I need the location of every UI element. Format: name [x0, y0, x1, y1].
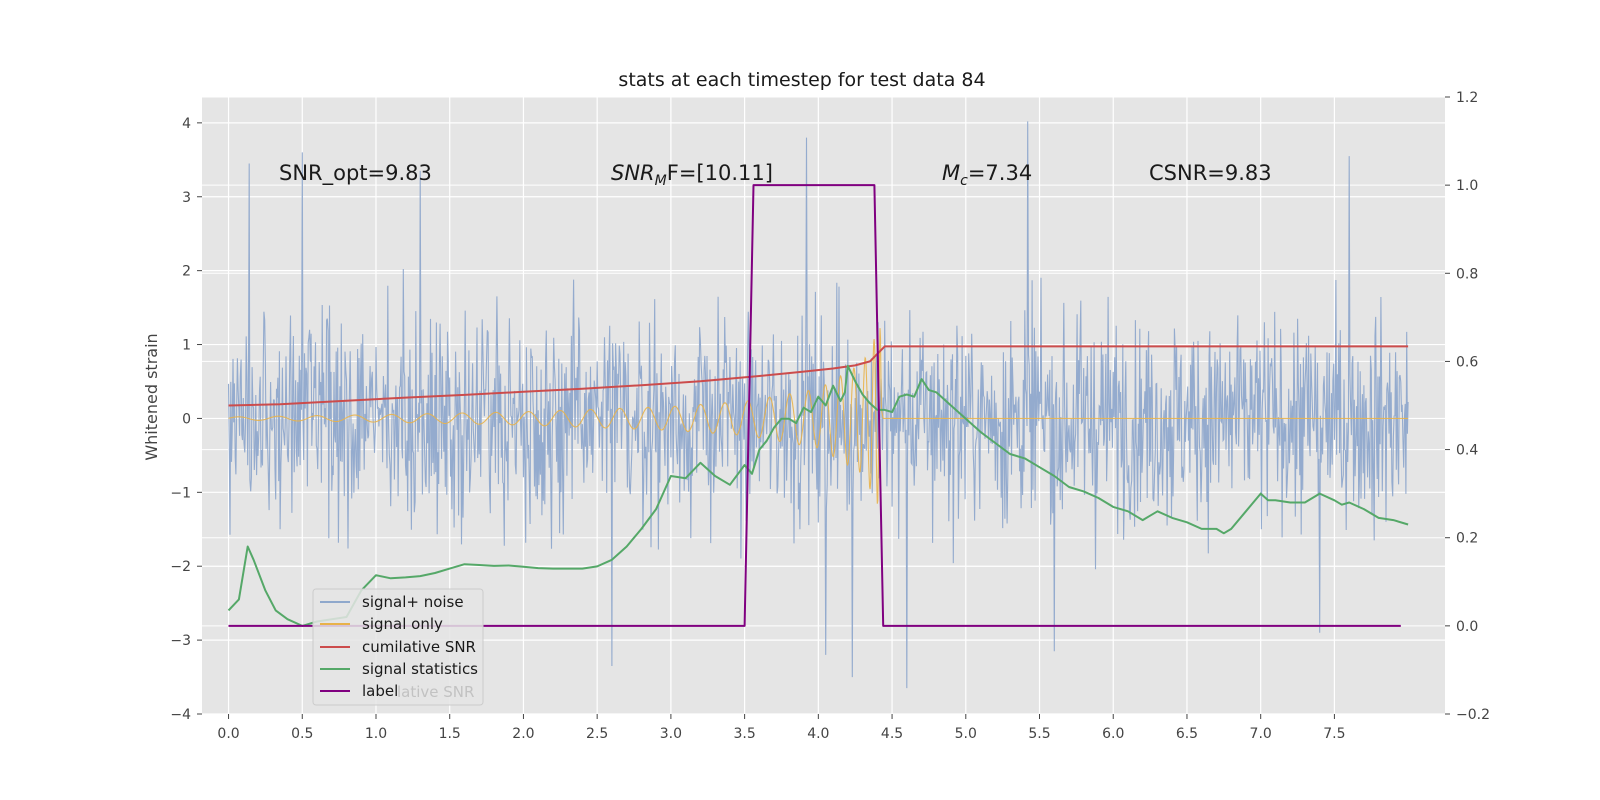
- legend-label-cumulative-snr: cumilative SNR: [362, 638, 476, 656]
- x-tick-label: 6.5: [1176, 726, 1198, 742]
- annotation-csnr: CSNR=9.83: [1149, 161, 1272, 185]
- legend-label-signal-only: signal only: [362, 615, 443, 633]
- y-left-tick-label: −1: [170, 485, 191, 501]
- x-tick-label: 5.0: [955, 726, 977, 742]
- annotation-snr-opt: SNR_opt=9.83: [279, 161, 432, 186]
- y-right-tick-label: 0.2: [1456, 531, 1478, 547]
- x-tick-label: 4.0: [807, 726, 829, 742]
- legend: lative SNR signal+ noise signal only cum…: [312, 588, 484, 706]
- x-tick-label: 1.5: [439, 726, 461, 742]
- x-tick-label: 5.5: [1028, 726, 1050, 742]
- series-signal-only: [228, 328, 1409, 504]
- annotation-snr-mf-sub: M: [655, 173, 667, 189]
- annotation-snr-mf-var: SNR: [611, 161, 655, 185]
- annotation-mc-var: M: [942, 161, 960, 185]
- cumulative-snr-line: [228, 345, 1409, 407]
- y-right-tick-label: 1.2: [1456, 90, 1478, 106]
- y-left-tick-label: 3: [182, 190, 191, 206]
- annotation-mc-sub: c: [960, 173, 968, 189]
- signal-only-line: [228, 328, 1409, 504]
- y-right-tick-label: 0.8: [1456, 266, 1478, 282]
- x-tick-label: 1.0: [365, 726, 387, 742]
- signal-statistics-line: [227, 364, 1409, 627]
- y-axis-left-ticks: 4 3 2 1 0 −1 −2 −3 −4: [170, 116, 202, 723]
- y-left-tick-label: 4: [182, 116, 191, 132]
- y-right-tick-label: 0.6: [1456, 354, 1478, 370]
- series-lines: [227, 184, 1409, 627]
- y-axis-label: Whitened strain: [142, 333, 161, 460]
- x-tick-label: 2.0: [512, 726, 534, 742]
- y-left-tick-label: −2: [170, 559, 191, 575]
- legend-label-signal-noise: signal+ noise: [362, 593, 464, 611]
- y-left-tick-label: −3: [170, 633, 191, 649]
- y-left-tick-label: 0: [182, 411, 191, 427]
- legend-label-label: label: [362, 682, 398, 700]
- annotation-mc: Mc=7.34: [942, 161, 1032, 189]
- signal-noise-line: [227, 121, 1409, 689]
- legend-ghost-text: lative SNR: [397, 683, 474, 701]
- x-tick-label: 2.5: [586, 726, 608, 742]
- y-left-tick-label: 2: [182, 264, 191, 280]
- y-right-tick-label: 0.0: [1456, 619, 1478, 635]
- y-left-tick-label: −4: [170, 707, 191, 723]
- x-tick-label: 7.0: [1250, 726, 1272, 742]
- y-right-tick-label: 0.4: [1456, 443, 1478, 459]
- chart-title: stats at each timestep for test data 84: [618, 69, 985, 91]
- y-right-tick-label: −0.2: [1456, 707, 1490, 723]
- series-signal-noise: [227, 121, 1409, 689]
- legend-box: [312, 588, 484, 706]
- x-axis-ticks: 0.0 0.5 1.0 1.5 2.0 2.5 3.0 3.5 4.0 4.5 5.0 5.5 6.0 6…: [217, 714, 1346, 742]
- x-tick-label: 3.0: [660, 726, 682, 742]
- x-tick-label: 7.5: [1323, 726, 1345, 742]
- annotation-snr-mf-rest: F=[10.11]: [667, 161, 773, 185]
- annotation-mc-rest: =7.34: [968, 161, 1032, 185]
- y-right-tick-label: 1.0: [1456, 178, 1478, 194]
- x-tick-label: 0.5: [291, 726, 313, 742]
- y-left-tick-label: 1: [182, 338, 191, 354]
- y-axis-right-ticks: 1.2 1.0 0.8 0.6 0.4 0.2 0.0 −0.2: [1445, 90, 1490, 723]
- x-tick-label: 0.0: [217, 726, 239, 742]
- x-tick-label: 6.0: [1102, 726, 1124, 742]
- label-line: [228, 184, 1401, 627]
- annotation-snr-mf: SNRMF=[10.11]: [611, 161, 773, 189]
- legend-label-signal-statistics: signal statistics: [362, 660, 478, 678]
- x-tick-label: 4.5: [881, 726, 903, 742]
- x-tick-label: 3.5: [733, 726, 755, 742]
